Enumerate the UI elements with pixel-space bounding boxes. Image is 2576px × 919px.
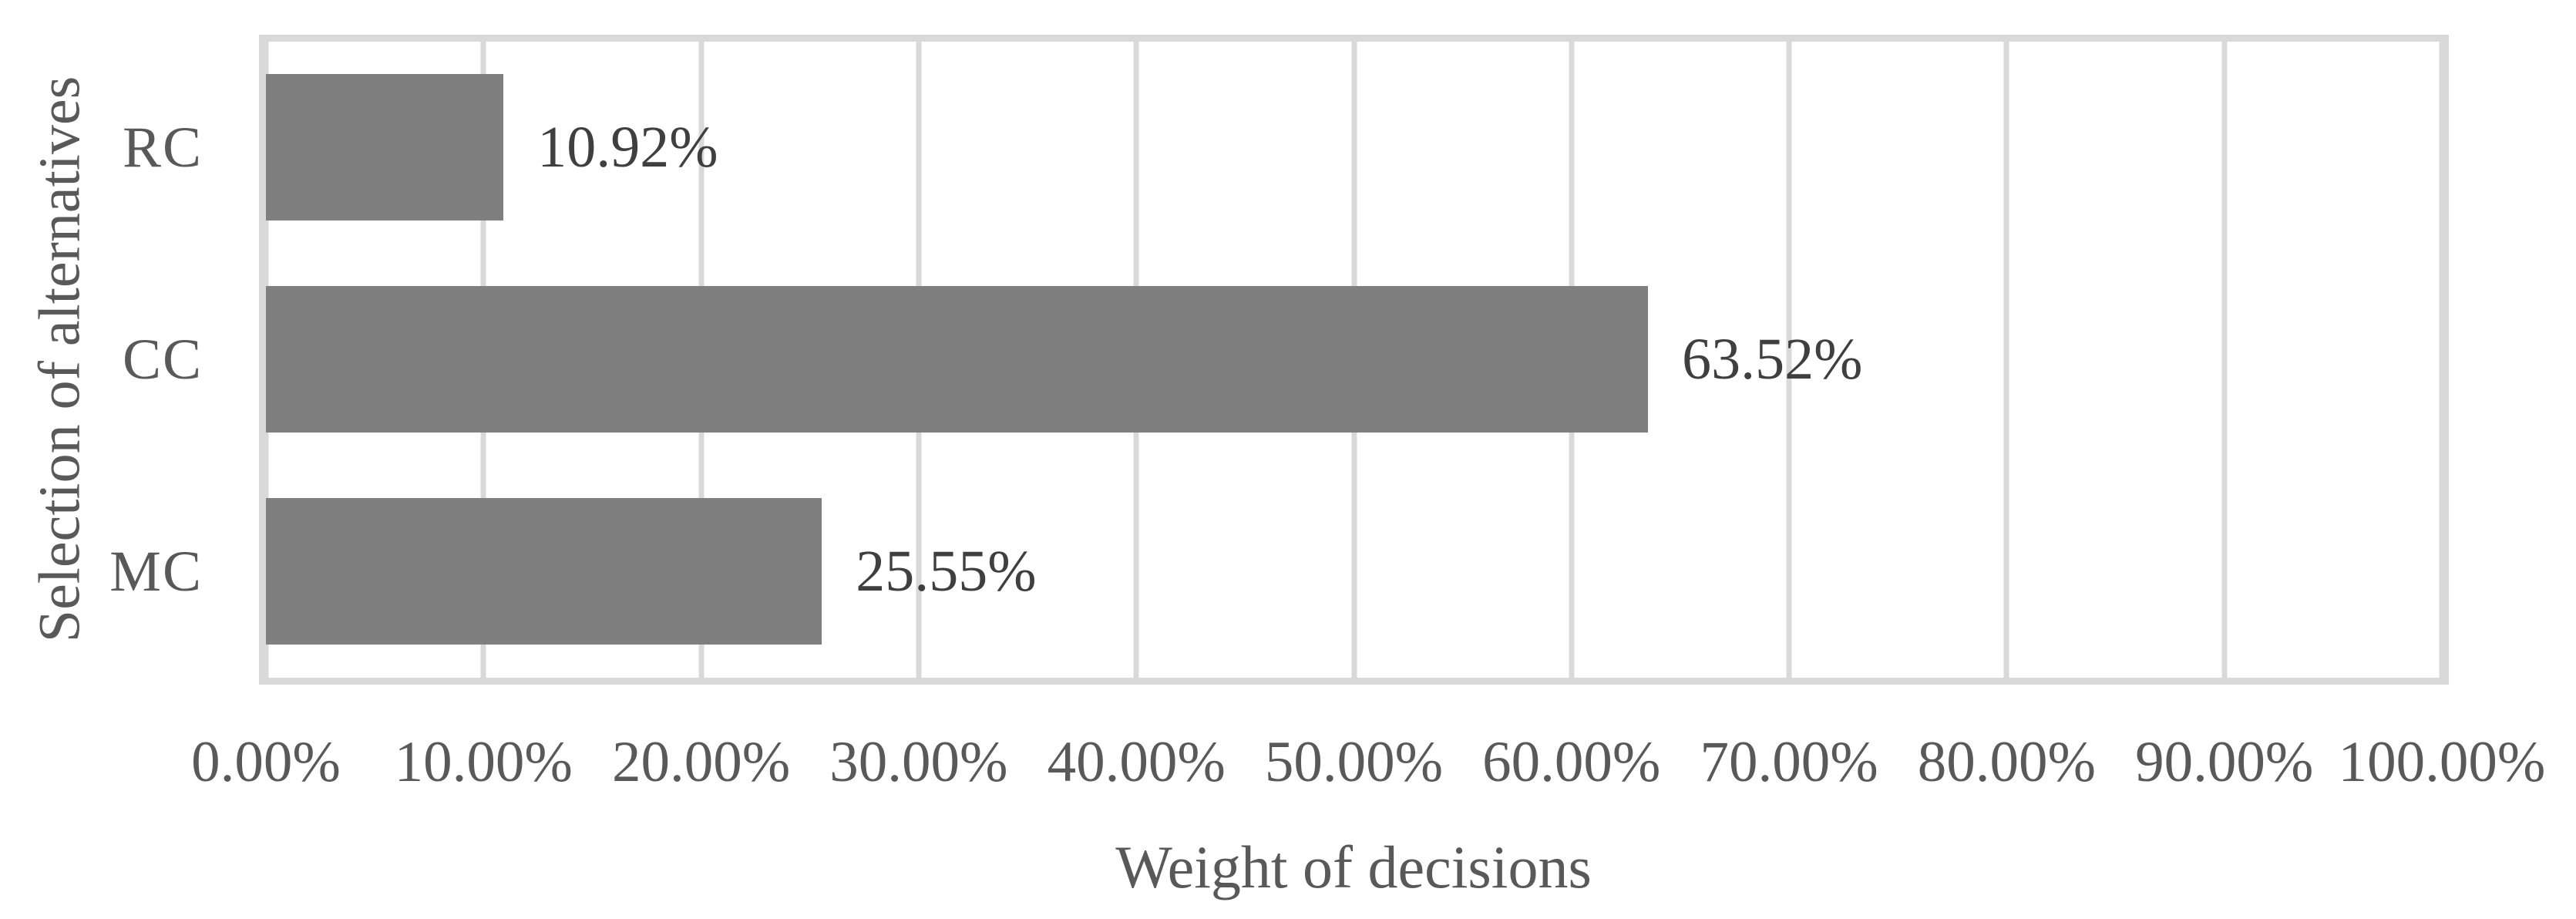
data-label-mc: 10.92% — [537, 115, 718, 180]
category-label-cc: CC — [122, 327, 203, 392]
data-label-cc: 25.55% — [856, 539, 1037, 604]
bar-cc — [266, 498, 822, 645]
x-axis-tick-label: 90.00% — [2135, 730, 2314, 794]
x-axis-tick-label: 50.00% — [1264, 730, 1444, 794]
x-axis-tick-label: 100.00% — [2338, 730, 2546, 794]
x-axis-tick-label: 10.00% — [394, 730, 573, 794]
x-axis-tick-label: 0.00% — [191, 730, 341, 794]
category-label-mc: MC — [109, 539, 203, 604]
bar-row-cc: 25.55% — [266, 466, 2442, 678]
x-axis-title: Weight of decisions — [1115, 833, 1592, 900]
gridline — [1786, 42, 1792, 678]
x-axis-tick-label: 60.00% — [1482, 730, 1661, 794]
x-axis-tick-labels: 0.00% 10.00% 20.00% 30.00% 40.00% 50.00% 60.00… — [191, 730, 2545, 800]
x-axis-tick-label: 30.00% — [829, 730, 1008, 794]
x-axis-tick-label: 40.00% — [1047, 730, 1226, 794]
bar-row-mc: 10.92% — [266, 42, 2442, 254]
x-axis-tick-label: 70.00% — [1700, 730, 1878, 794]
gridline — [2003, 42, 2009, 678]
x-axis-tick-label: 20.00% — [611, 730, 791, 794]
bar-rc — [266, 286, 1649, 433]
data-label-rc: 63.52% — [1682, 327, 1863, 392]
category-label-rc: RC — [122, 115, 203, 180]
x-axis-tick-label: 80.00% — [1917, 730, 2097, 794]
plot-area: 63.52% 25.55% 10.92% — [259, 35, 2449, 685]
gridline — [2439, 42, 2445, 678]
y-axis-category-labels: RC CC MC — [0, 42, 203, 678]
bar-mc — [266, 74, 504, 221]
gridline — [2221, 42, 2228, 678]
bar-row-rc: 63.52% — [266, 254, 2442, 466]
